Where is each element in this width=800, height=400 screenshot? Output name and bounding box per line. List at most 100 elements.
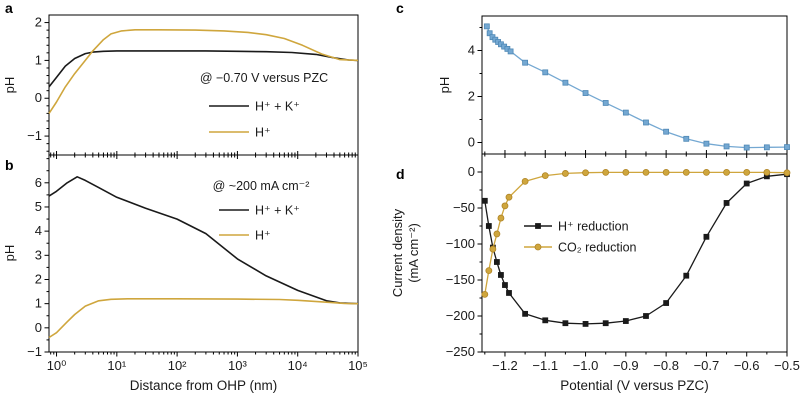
- data-point-marker: [703, 168, 710, 176]
- data-point-marker: [507, 48, 514, 55]
- panel-label-b: b: [5, 157, 14, 173]
- x-tick-label: −0.5: [774, 358, 800, 373]
- legend-label: H⁺ reduction: [558, 220, 629, 234]
- panel-c-series-0: [483, 23, 790, 151]
- series-line: [48, 50, 359, 88]
- data-point-marker: [483, 23, 490, 30]
- data-point-marker: [683, 272, 690, 279]
- x-tick-label: −1.1: [532, 358, 558, 373]
- panel-b-x-axis: [50, 352, 359, 357]
- data-point-marker: [485, 223, 492, 229]
- data-point-marker: [582, 169, 589, 177]
- data-point-marker: [743, 144, 750, 151]
- y-tick-label: −200: [446, 308, 475, 323]
- data-point-marker: [542, 317, 549, 324]
- panel-label-d: d: [396, 166, 405, 182]
- legend-label: H⁺: [255, 229, 271, 243]
- y-tick-label: 2: [35, 271, 42, 286]
- data-point-marker: [683, 135, 690, 142]
- panel-b-legend: H⁺ + K⁺ H⁺: [219, 204, 300, 243]
- data-point-marker: [541, 172, 549, 180]
- x-tick-label: −1.2: [492, 358, 518, 373]
- x-axis-title: Distance from OHP (nm): [130, 378, 278, 393]
- series-line: [48, 28, 359, 114]
- x-tick-label: 10³: [228, 358, 247, 373]
- y-tick-label: 4: [468, 43, 475, 58]
- x-tick-label: −0.6: [734, 358, 760, 373]
- data-point-marker: [602, 168, 610, 176]
- data-point-marker: [493, 230, 501, 238]
- panel-a-annotation: @ −0.70 V versus PZC: [200, 71, 328, 85]
- data-point-marker: [723, 200, 730, 206]
- panel-d-series-0: [481, 171, 790, 327]
- data-point-marker: [582, 321, 589, 327]
- y-axis-title: (mA cm⁻²): [406, 223, 421, 283]
- y-tick-label: −50: [453, 200, 475, 215]
- x-tick-label: 10⁰: [47, 358, 67, 373]
- y-tick-label: −150: [446, 272, 475, 287]
- y-tick-label: 0: [468, 135, 475, 150]
- panel-b-series-1: [48, 297, 359, 339]
- panel-c-frame: [481, 15, 788, 155]
- data-point-marker: [682, 168, 690, 176]
- data-point-marker: [663, 128, 670, 135]
- panel-d-x-axis: [484, 352, 788, 357]
- x-tick-label: −1.0: [573, 358, 599, 373]
- y-tick-label: 2: [468, 89, 475, 104]
- data-point-marker: [562, 170, 569, 177]
- panel-d-frame: [481, 153, 788, 353]
- y-tick-label: 0: [35, 320, 42, 335]
- data-point-marker: [521, 177, 529, 185]
- legend-label: H⁺: [255, 126, 271, 140]
- panel-label-a: a: [5, 0, 13, 16]
- panel-d-series-1: [481, 168, 791, 298]
- y-tick-label: 1: [35, 52, 42, 67]
- data-point-marker: [481, 197, 488, 204]
- x-tick-label: 10⁴: [288, 358, 308, 373]
- data-point-marker: [522, 310, 529, 317]
- y-axis-title: pH: [2, 77, 17, 94]
- series-line: [48, 297, 359, 339]
- panel-b-annotation: @ ~200 mA cm⁻²: [213, 179, 310, 193]
- y-tick-label: 6: [35, 175, 42, 190]
- y-tick-label: 0: [35, 90, 42, 105]
- y-tick-label: −1: [27, 344, 42, 359]
- x-tick-label: −0.8: [653, 358, 679, 373]
- y-tick-label: 0: [468, 164, 475, 179]
- data-point-marker: [663, 300, 670, 306]
- data-point-marker: [723, 143, 730, 150]
- data-point-marker: [498, 272, 504, 278]
- panel-b-y-axis: [44, 158, 49, 353]
- y-axis-title: pH: [437, 77, 452, 94]
- data-point-marker: [703, 140, 710, 147]
- x-tick-label: 10⁵: [348, 358, 368, 373]
- data-point-marker: [643, 313, 649, 319]
- panel-b-series-0: [48, 176, 359, 305]
- data-point-marker: [542, 69, 549, 76]
- data-point-marker: [602, 100, 609, 106]
- data-point-marker: [481, 290, 489, 298]
- y-axis-title: Current density: [390, 208, 405, 297]
- data-point-marker: [494, 259, 500, 265]
- y-tick-label: −100: [446, 236, 475, 251]
- legend-label: H⁺ + K⁺: [255, 100, 300, 114]
- data-point-marker: [703, 233, 710, 240]
- legend-label: H⁺ + K⁺: [255, 204, 300, 218]
- panel-c-y-axis: [477, 27, 482, 143]
- panel-c: 0 2 4 pH: [437, 15, 790, 158]
- series-line: [486, 26, 788, 149]
- data-point-marker: [497, 214, 505, 222]
- data-point-marker: [562, 79, 569, 86]
- x-tick-label: 10¹: [107, 358, 126, 373]
- y-tick-label: 1: [35, 296, 42, 311]
- panel-d-legend: H⁺ reduction CO₂ reduction: [524, 220, 637, 255]
- panel-a-series-1: [48, 28, 359, 114]
- data-point-marker: [602, 320, 609, 327]
- data-point-marker: [502, 282, 508, 288]
- data-point-marker: [534, 243, 542, 251]
- x-tick-label: 10²: [168, 358, 187, 373]
- data-point-marker: [662, 168, 670, 176]
- panel-a-frame: [48, 14, 359, 156]
